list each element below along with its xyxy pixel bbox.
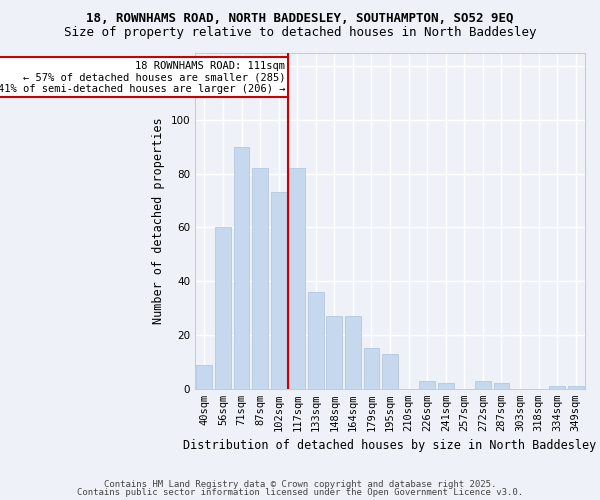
Bar: [382, 354, 398, 389]
X-axis label: Distribution of detached houses by size in North Baddesley: Distribution of detached houses by size …: [184, 440, 596, 452]
Y-axis label: Number of detached properties: Number of detached properties: [152, 118, 165, 324]
Bar: [271, 192, 287, 389]
Bar: [419, 380, 435, 389]
Bar: [289, 168, 305, 389]
Bar: [568, 386, 584, 389]
Bar: [345, 316, 361, 389]
Bar: [475, 380, 491, 389]
Bar: [215, 228, 231, 389]
Text: Size of property relative to detached houses in North Baddesley: Size of property relative to detached ho…: [64, 26, 536, 39]
Text: 18, ROWNHAMS ROAD, NORTH BADDESLEY, SOUTHAMPTON, SO52 9EQ: 18, ROWNHAMS ROAD, NORTH BADDESLEY, SOUT…: [86, 12, 514, 26]
Text: 18 ROWNHAMS ROAD: 111sqm
← 57% of detached houses are smaller (285)
41% of semi-: 18 ROWNHAMS ROAD: 111sqm ← 57% of detach…: [0, 60, 285, 94]
Bar: [364, 348, 379, 389]
Bar: [494, 384, 509, 389]
Bar: [233, 146, 250, 389]
Bar: [196, 364, 212, 389]
Bar: [549, 386, 565, 389]
Bar: [438, 384, 454, 389]
Text: Contains HM Land Registry data © Crown copyright and database right 2025.: Contains HM Land Registry data © Crown c…: [104, 480, 496, 489]
Bar: [308, 292, 323, 389]
Text: Contains public sector information licensed under the Open Government Licence v3: Contains public sector information licen…: [77, 488, 523, 497]
Bar: [326, 316, 342, 389]
Bar: [252, 168, 268, 389]
